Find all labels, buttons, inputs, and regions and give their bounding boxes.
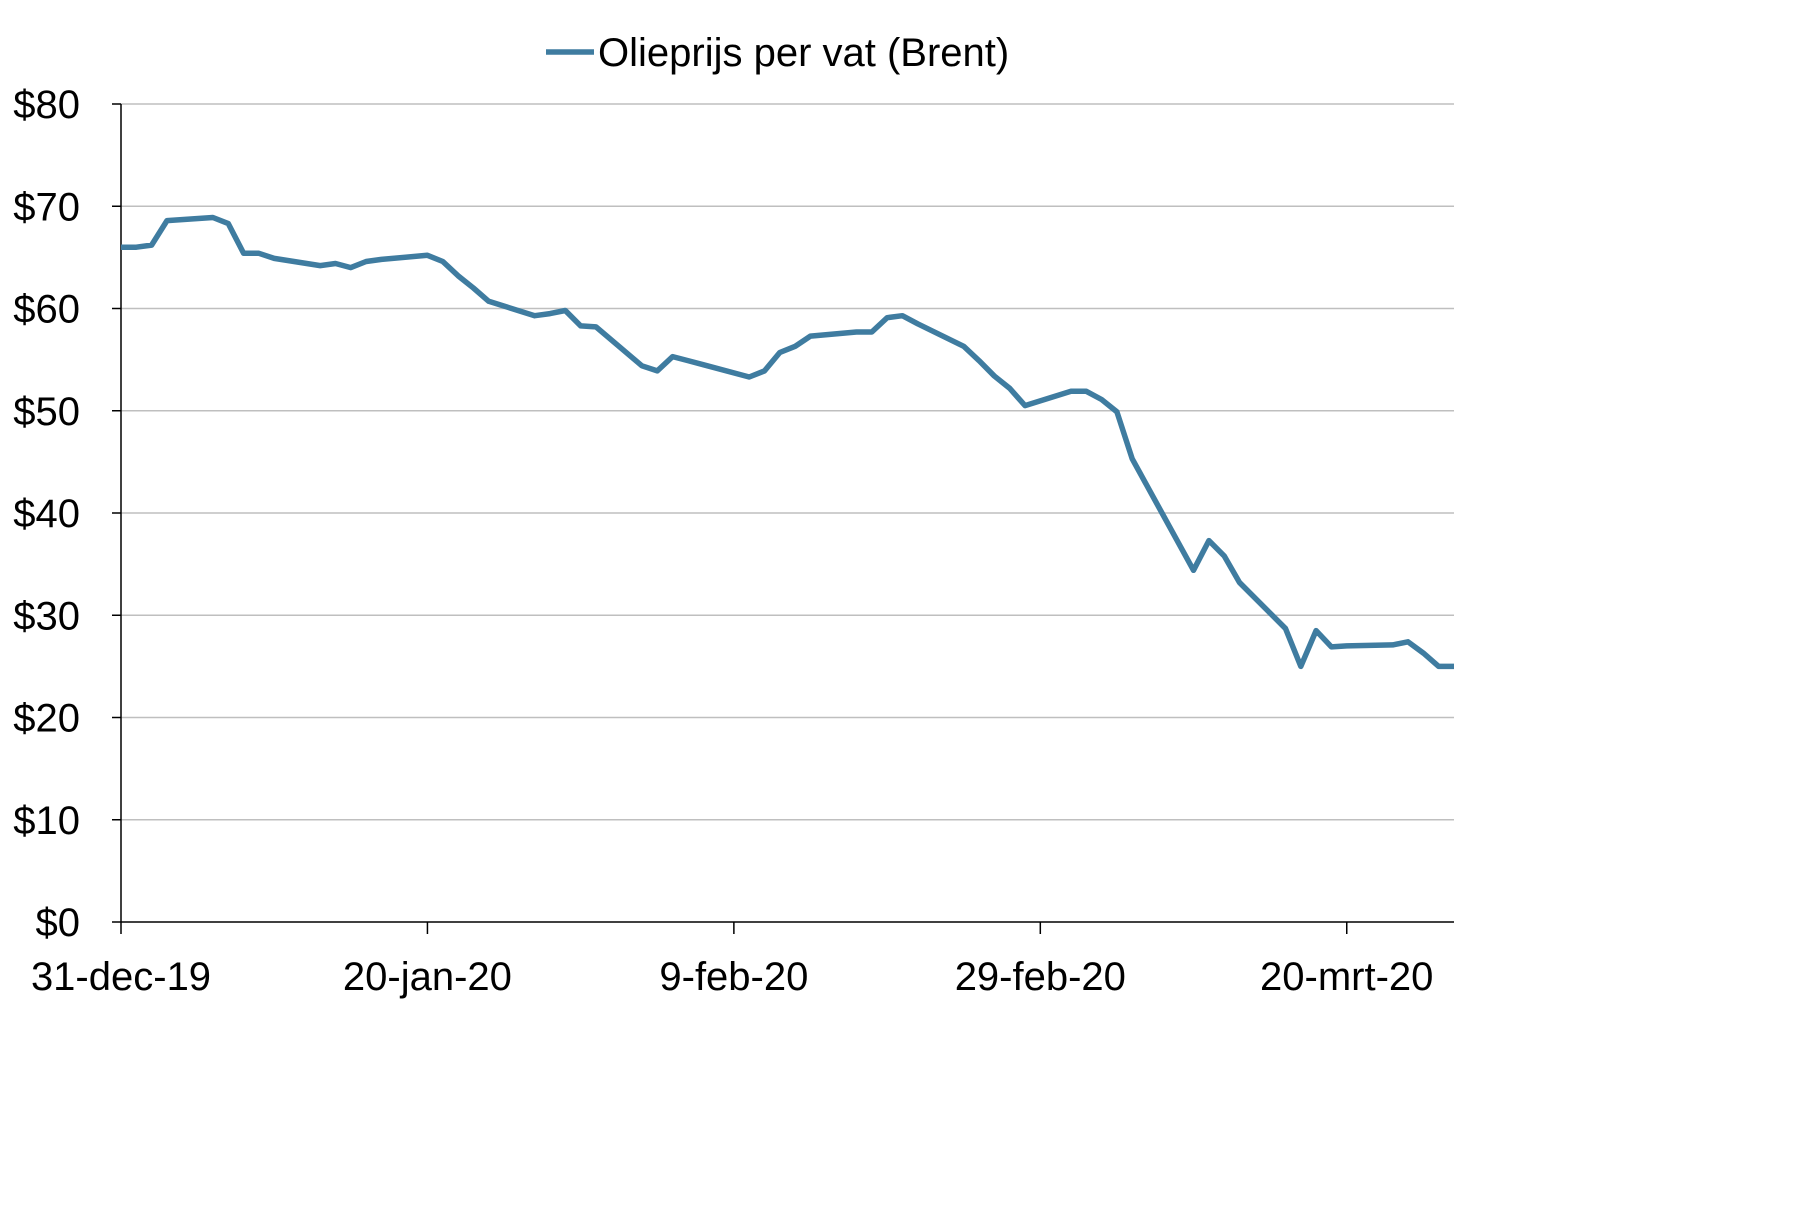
x-tick-label: 31-dec-19 [31,955,211,999]
x-tick-label: 20-jan-20 [343,955,512,999]
y-tick-label: $30 [13,594,80,638]
y-tick-label: $40 [13,492,80,536]
legend-label: Olieprijs per vat (Brent) [598,31,1009,75]
x-tick-label: 29-feb-20 [955,955,1126,999]
y-tick-label: $80 [13,83,80,127]
y-tick-label: $50 [13,390,80,434]
series-line-0 [121,214,1454,670]
legend: Olieprijs per vat (Brent) [546,31,1009,75]
y-tick-label: $60 [13,288,80,332]
line-chart: $0 $10 $20 $30 $40 $50 $60 $70 $80 31-dec-19 20-j… [13,31,1454,999]
x-tick-label: 9-feb-20 [659,955,808,999]
x-axis-ticks: 31-dec-19 20-jan-20 9-feb-20 29-feb-20 20-mr… [31,922,1433,999]
y-tick-label: $0 [36,901,81,945]
y-tick-label: $10 [13,799,80,843]
gridlines [121,103,1454,821]
x-tick-label: 20-mrt-20 [1260,955,1433,999]
y-tick-label: $20 [13,697,80,741]
series-lines [121,214,1454,670]
y-tick-label: $70 [13,185,80,229]
y-axis-ticks: $0 $10 $20 $30 $40 $50 $60 $70 $80 [13,83,121,945]
